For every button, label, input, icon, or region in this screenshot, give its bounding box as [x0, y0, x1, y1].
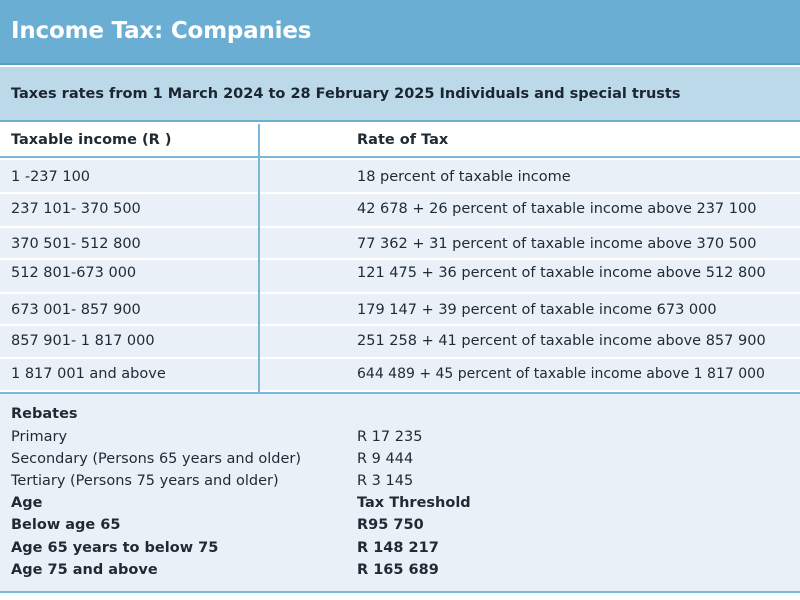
table-row: 1 817 001 and above 644 489 + 45 percent… — [0, 359, 800, 392]
rebate-label: Tertiary (Persons 75 years and older) — [11, 473, 279, 489]
page-title: Income Tax: Companies — [11, 18, 312, 44]
threshold-age-heading: Age — [11, 495, 43, 511]
table-row: 512 801-673 000 121 475 + 36 percent of … — [0, 260, 800, 294]
rebates-section: Rebates Primary R 17 235 Secondary (Pers… — [0, 392, 800, 593]
column-header-rate-of-tax: Rate of Tax — [357, 132, 449, 148]
taxable-income-cell: 237 101- 370 500 — [11, 201, 141, 217]
rate-of-tax-cell: 121 475 + 36 percent of taxable income a… — [357, 265, 766, 281]
taxable-income-cell: 1 -237 100 — [11, 169, 91, 185]
rebate-label: Secondary (Persons 65 years and older) — [11, 451, 302, 467]
rate-of-tax-cell: 644 489 + 45 percent of taxable income a… — [357, 366, 765, 382]
threshold-age-label: Age 65 years to below 75 — [11, 540, 219, 556]
subtitle-bar: Taxes rates from 1 March 2024 to 28 Febr… — [0, 67, 800, 122]
table-row: 370 501- 512 800 77 362 + 31 percent of … — [0, 228, 800, 260]
rate-of-tax-cell: 77 362 + 31 percent of taxable income ab… — [357, 236, 757, 252]
rebate-value: R 17 235 — [357, 429, 423, 445]
rate-of-tax-cell: 251 258 + 41 percent of taxable income a… — [357, 333, 766, 349]
rate-of-tax-cell: 18 percent of taxable income — [357, 169, 571, 185]
column-divider — [258, 124, 260, 392]
taxable-income-cell: 370 501- 512 800 — [11, 236, 141, 252]
taxable-income-cell: 857 901- 1 817 000 — [11, 333, 155, 349]
table-row: 1 -237 100 18 percent of taxable income — [0, 160, 800, 194]
title-bar: Income Tax: Companies — [0, 0, 800, 65]
taxable-income-cell: 512 801-673 000 — [11, 265, 137, 281]
table-row: 673 001- 857 900 179 147 + 39 percent of… — [0, 294, 800, 326]
threshold-age-label: Age 75 and above — [11, 562, 158, 578]
threshold-value: R95 750 — [357, 517, 424, 533]
rebate-label: Primary — [11, 429, 68, 445]
page-subtitle: Taxes rates from 1 March 2024 to 28 Febr… — [11, 86, 681, 102]
rate-of-tax-cell: 179 147 + 39 percent of taxable income 6… — [357, 302, 717, 318]
threshold-age-label: Below age 65 — [11, 517, 121, 533]
taxable-income-cell: 1 817 001 and above — [11, 366, 166, 382]
threshold-value: R 148 217 — [357, 540, 439, 556]
rebate-value: R 9 444 — [357, 451, 414, 467]
taxable-income-cell: 673 001- 857 900 — [11, 302, 141, 318]
rate-of-tax-cell: 42 678 + 26 percent of taxable income ab… — [357, 201, 757, 217]
table-header-row: Taxable income (R ) Rate of Tax — [0, 124, 800, 158]
table-row: 857 901- 1 817 000 251 258 + 41 percent … — [0, 326, 800, 359]
threshold-value-heading: Tax Threshold — [357, 495, 471, 511]
threshold-value: R 165 689 — [357, 562, 439, 578]
rebate-value: R 3 145 — [357, 473, 414, 489]
column-header-taxable-income: Taxable income (R ) — [11, 132, 172, 148]
table-row: 237 101- 370 500 42 678 + 26 percent of … — [0, 194, 800, 228]
rebates-heading: Rebates — [11, 406, 78, 422]
